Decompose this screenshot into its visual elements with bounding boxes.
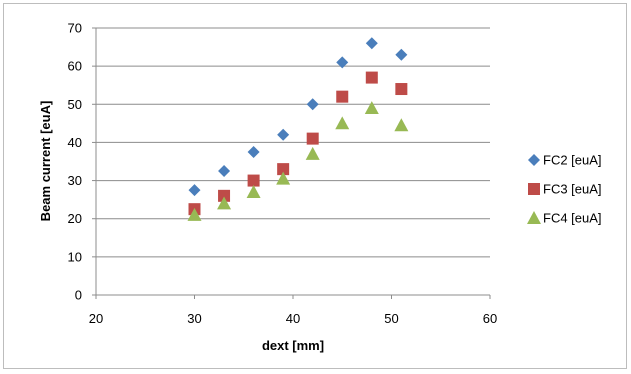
data-point bbox=[365, 71, 378, 84]
data-point bbox=[277, 128, 290, 141]
data-point bbox=[246, 185, 261, 198]
legend-marker-3 bbox=[527, 211, 541, 224]
x-tick-labels: 20 30 40 50 60 bbox=[89, 311, 497, 326]
y-tick-label-50: 50 bbox=[68, 97, 82, 112]
y-tick-label-20: 20 bbox=[68, 211, 82, 226]
legend-label-1: FC2 [euA] bbox=[543, 153, 602, 168]
data-point bbox=[305, 146, 320, 160]
x-tick-label-20: 20 bbox=[89, 311, 103, 326]
data-point bbox=[394, 118, 409, 132]
data-points bbox=[187, 37, 409, 221]
data-point bbox=[218, 165, 231, 178]
gridlines bbox=[96, 27, 490, 258]
data-point bbox=[217, 196, 232, 210]
data-point bbox=[336, 90, 349, 103]
x-tick-label-40: 40 bbox=[286, 311, 300, 326]
data-point bbox=[187, 207, 202, 221]
data-point bbox=[247, 174, 260, 187]
legend-label-3: FC4 [euA] bbox=[543, 211, 602, 226]
data-point bbox=[306, 132, 319, 145]
data-point bbox=[188, 184, 201, 197]
data-point bbox=[395, 48, 408, 61]
data-point bbox=[365, 37, 378, 50]
data-point bbox=[277, 163, 290, 176]
data-point bbox=[218, 189, 231, 202]
data-point bbox=[336, 56, 349, 69]
data-point bbox=[395, 83, 408, 96]
legend-marker-1 bbox=[528, 154, 540, 166]
data-point bbox=[306, 98, 319, 111]
y-tick-label-60: 60 bbox=[68, 59, 82, 74]
data-point bbox=[335, 116, 350, 130]
x-tick-label-50: 50 bbox=[384, 311, 398, 326]
data-point bbox=[276, 171, 291, 185]
y-tick-label-0: 0 bbox=[75, 288, 82, 303]
x-tick-label-30: 30 bbox=[187, 311, 201, 326]
legend-label-2: FC3 [euA] bbox=[543, 182, 602, 197]
legend-item-1: FC2 [euA] bbox=[528, 153, 602, 168]
y-tick-labels: 0 10 20 30 40 50 60 70 bbox=[68, 21, 82, 303]
y-tick-label-70: 70 bbox=[68, 21, 82, 36]
legend-item-3: FC4 [euA] bbox=[527, 211, 602, 226]
legend-marker-2 bbox=[528, 183, 540, 195]
legend-item-2: FC3 [euA] bbox=[528, 182, 602, 197]
data-point bbox=[247, 145, 260, 158]
y-axis-title: Beam current [euA] bbox=[38, 101, 53, 222]
axes bbox=[92, 27, 491, 299]
chart-frame bbox=[3, 3, 627, 369]
x-tick-label-60: 60 bbox=[483, 311, 497, 326]
series-2 bbox=[188, 71, 408, 216]
y-tick-label-40: 40 bbox=[68, 135, 82, 150]
series-1 bbox=[188, 37, 408, 197]
series-3 bbox=[187, 101, 409, 221]
data-point bbox=[364, 101, 379, 115]
legend: FC2 [euA] FC3 [euA] FC4 [euA] bbox=[527, 153, 602, 226]
x-axis-title: dext [mm] bbox=[262, 338, 324, 353]
y-tick-label-30: 30 bbox=[68, 173, 82, 188]
y-tick-label-10: 10 bbox=[68, 249, 82, 264]
